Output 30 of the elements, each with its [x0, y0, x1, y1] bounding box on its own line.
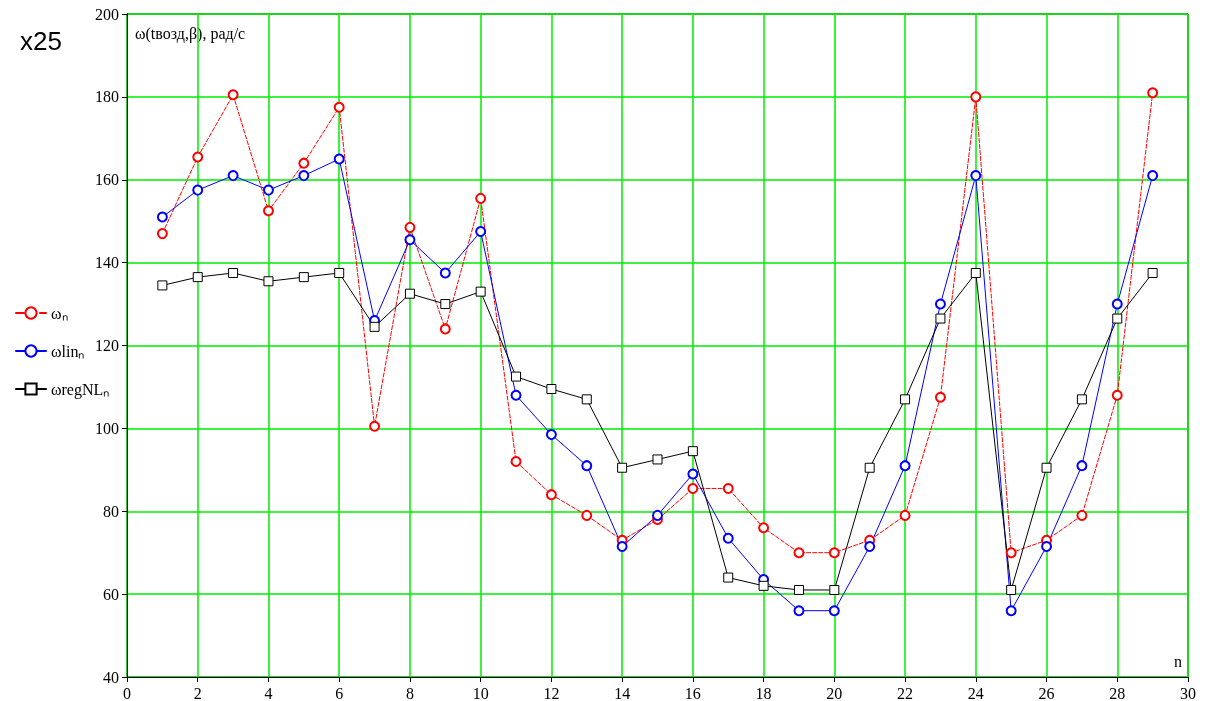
legend-label: ωregNLₙ — [51, 380, 110, 399]
y-tick-label: 60 — [103, 585, 119, 603]
x-tick-label: 8 — [405, 684, 414, 701]
y-tick-label: 120 — [95, 337, 119, 354]
legend-label: ωₙ — [51, 304, 68, 322]
x-tick-label: 2 — [193, 684, 202, 701]
x-tick-label: 10 — [472, 684, 489, 701]
x-axis-title: n — [1174, 652, 1182, 670]
text: x25 — [20, 26, 62, 56]
x-tick-label: 6 — [335, 684, 344, 701]
y-tick-label: 160 — [95, 171, 119, 189]
x-tick-label: 30 — [1180, 684, 1196, 701]
x-tick-label: 20 — [826, 684, 843, 701]
y-tick-label: 140 — [95, 254, 119, 272]
y-tick-label: 100 — [95, 419, 119, 437]
x-tick-label: 14 — [614, 684, 631, 701]
x-tick-label: 4 — [264, 684, 273, 701]
y-tick-label: 40 — [103, 668, 119, 686]
x-tick-label: 12 — [543, 684, 560, 701]
legend-label: ωlinₙ — [51, 342, 85, 360]
x-tick-label: 24 — [967, 684, 984, 701]
y-tick-label: 80 — [103, 502, 119, 520]
y-tick-label: 180 — [95, 88, 119, 106]
x-tick-label: 26 — [1038, 684, 1055, 701]
x-tick-label: 18 — [755, 684, 772, 701]
y-tick-label: 200 — [95, 5, 119, 23]
x-tick-label: 28 — [1109, 684, 1126, 701]
x-tick-label: 16 — [684, 684, 701, 701]
x-tick-label: 0 — [123, 684, 131, 701]
x-tick-label: 22 — [897, 684, 914, 701]
